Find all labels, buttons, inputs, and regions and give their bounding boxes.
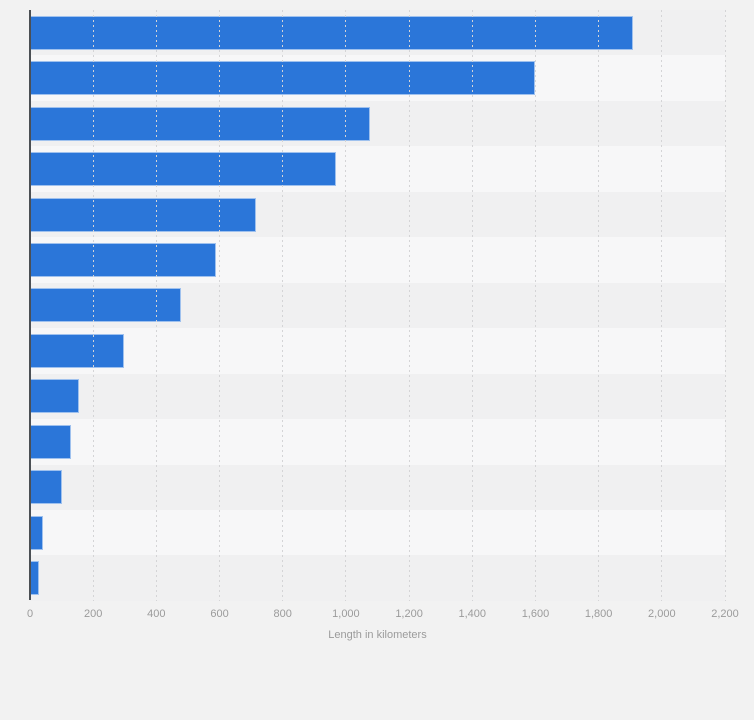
bar[interactable] <box>30 242 217 277</box>
bar[interactable] <box>30 515 43 550</box>
x-tick-label: 1,600 <box>521 608 550 620</box>
category-row <box>30 100 725 147</box>
bar[interactable] <box>30 424 72 459</box>
category-row <box>30 282 725 329</box>
bar[interactable] <box>30 197 256 232</box>
x-tick-label: 1,400 <box>458 608 487 620</box>
category-row <box>30 55 725 101</box>
bar[interactable] <box>30 379 79 414</box>
y-axis-line <box>29 10 31 600</box>
row-stripes <box>30 10 725 601</box>
category-row <box>30 555 725 601</box>
category-row <box>30 146 725 192</box>
bar[interactable] <box>30 333 125 368</box>
bar[interactable] <box>30 61 536 96</box>
x-tick-label: 2,000 <box>648 608 676 620</box>
x-tick-label: 800 <box>273 608 292 620</box>
category-row <box>30 328 725 374</box>
category-row <box>30 464 725 510</box>
bar[interactable] <box>30 288 181 323</box>
x-tick-label: 600 <box>210 608 229 620</box>
category-row <box>30 373 725 420</box>
bar[interactable] <box>30 470 63 505</box>
x-tick-label: 1,000 <box>332 608 360 620</box>
plot-area <box>30 10 726 601</box>
category-row <box>30 237 725 283</box>
x-tick-label: 0 <box>26 608 34 620</box>
bar[interactable] <box>30 561 39 596</box>
x-tick-label: 1,200 <box>395 608 423 620</box>
category-row <box>30 419 725 465</box>
x-tick-label: 2,200 <box>711 608 739 620</box>
category-row <box>30 191 725 238</box>
x-tick-label: 1,800 <box>584 608 613 620</box>
bar[interactable] <box>30 15 634 50</box>
bar[interactable] <box>30 106 370 141</box>
x-tick-label: 400 <box>147 608 166 620</box>
category-row <box>30 10 725 56</box>
category-row <box>30 509 725 556</box>
x-axis-title: Length in kilometers <box>328 629 427 641</box>
bar[interactable] <box>30 152 337 187</box>
x-tick-label: 200 <box>83 608 103 620</box>
